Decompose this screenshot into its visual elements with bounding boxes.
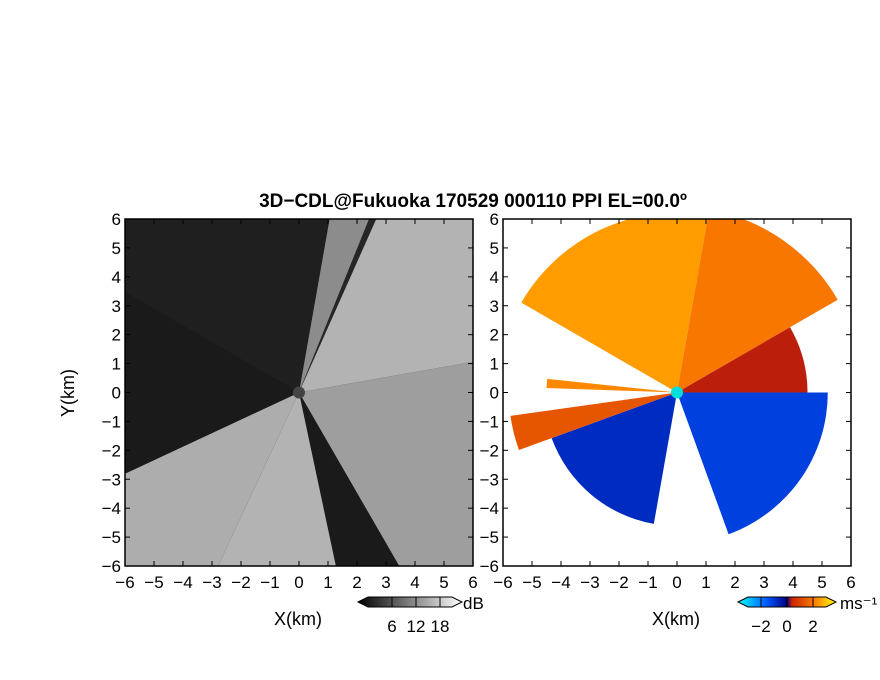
intensity-xtick-label: 0 xyxy=(294,573,303,592)
velocity-sector xyxy=(677,327,808,393)
velocity-xtick-label: −5 xyxy=(522,573,541,592)
intensity-xlabel: X(km) xyxy=(274,609,322,629)
intensity-xtick-label: −4 xyxy=(173,573,192,592)
intensity-ylabel: Y(km) xyxy=(58,369,78,417)
intensity-ytick-label: −3 xyxy=(102,470,121,489)
velocity-sector xyxy=(551,392,677,524)
intensity-sector xyxy=(299,219,370,393)
intensity-xtick-label: 2 xyxy=(352,573,361,592)
intensity-sector xyxy=(125,219,330,393)
velocity-xlabel: X(km) xyxy=(652,609,700,629)
intensity-xtick-label: 1 xyxy=(323,573,332,592)
intensity-sector xyxy=(299,219,473,393)
intensity-ytick-label: 0 xyxy=(112,384,121,403)
intensity-ytick-label: 2 xyxy=(112,326,121,345)
intensity-ytick-label: −1 xyxy=(102,412,121,431)
intensity-ytick-label: 6 xyxy=(112,210,121,229)
figure-title: 3D−CDL@Fukuoka 170529 000110 PPI EL=00.0… xyxy=(259,191,687,212)
velocity-ytick-label: 3 xyxy=(490,297,499,316)
velocity-ytick-label: −2 xyxy=(480,441,499,460)
intensity-sectors xyxy=(125,219,473,566)
velocity-xtick-label: 5 xyxy=(817,573,826,592)
velocity-xtick-label: −4 xyxy=(551,573,570,592)
velocity-sectors xyxy=(510,219,838,535)
intensity-xtick-label: 3 xyxy=(381,573,390,592)
velocity-ytick-label: −5 xyxy=(480,528,499,547)
velocity-panel: −6 −5 −4 −3 −2 −1 0 1 2 3 4 5 6 6 5 4 3 2 1 0 −1 −2 −3 −4 −5 −6 X… xyxy=(480,210,878,636)
intensity-xtick-label: −1 xyxy=(260,573,279,592)
velocity-sector xyxy=(546,378,677,393)
velocity-ytick-label: 6 xyxy=(490,210,499,229)
velocity-sector xyxy=(677,219,838,393)
velocity-ytick-label: 2 xyxy=(490,326,499,345)
velocity-xtick-label: 1 xyxy=(701,573,710,592)
intensity-sector xyxy=(299,392,400,566)
intensity-colorbar: dB 6 12 18 xyxy=(356,594,484,636)
velocity-xtick-label: −1 xyxy=(638,573,657,592)
velocity-ytick-label: −4 xyxy=(480,499,499,518)
intensity-colorbar-tick-label: 6 xyxy=(387,617,396,636)
intensity-ytick-label: −2 xyxy=(102,441,121,460)
intensity-ytick-label: −6 xyxy=(102,557,121,576)
intensity-sector xyxy=(299,361,473,566)
velocity-xtick-label: 3 xyxy=(759,573,768,592)
intensity-ytick-label: −5 xyxy=(102,528,121,547)
velocity-ytick-label: −3 xyxy=(480,470,499,489)
velocity-colorbar-tick-label: −2 xyxy=(751,617,770,636)
velocity-sector xyxy=(677,392,828,535)
velocity-ytick-label: 5 xyxy=(490,239,499,258)
intensity-ytick-label: 3 xyxy=(112,297,121,316)
intensity-ytick-label: −4 xyxy=(102,499,121,518)
lidar-origin-marker xyxy=(671,386,683,399)
velocity-colorbar: ms⁻¹ −2 0 2 xyxy=(736,594,878,636)
intensity-xtick-label: 5 xyxy=(439,573,448,592)
intensity-xtick-label: −2 xyxy=(231,573,250,592)
intensity-colorbar-tick-label: 18 xyxy=(431,617,450,636)
intensity-ytick-label: 5 xyxy=(112,239,121,258)
intensity-axes: −6 −5 −4 −3 −2 −1 0 1 2 3 4 5 6 6 5 4 3 2 1 0 −1 −2 −3 −4 −5 −6 xyxy=(102,210,478,592)
intensity-xtick-label: −3 xyxy=(202,573,221,592)
velocity-ytick-label: 1 xyxy=(490,355,499,374)
velocity-xtick-label: 2 xyxy=(730,573,739,592)
intensity-sector xyxy=(125,392,299,566)
velocity-colorbar-tick-label: 0 xyxy=(782,617,791,636)
velocity-sector xyxy=(510,392,677,451)
velocity-xtick-label: 6 xyxy=(846,573,855,592)
intensity-ytick-label: 4 xyxy=(112,268,121,287)
velocity-xtick-label: −6 xyxy=(493,573,512,592)
velocity-colorbar-unit: ms⁻¹ xyxy=(840,594,878,613)
velocity-xtick-label: −3 xyxy=(580,573,599,592)
velocity-colorbar-tick-label: 2 xyxy=(808,617,817,636)
intensity-sector xyxy=(125,292,299,474)
velocity-sector xyxy=(521,219,708,393)
intensity-xtick-label: 4 xyxy=(410,573,419,592)
velocity-xtick-label: 4 xyxy=(788,573,797,592)
intensity-sector xyxy=(218,392,336,566)
intensity-sector xyxy=(299,219,377,393)
velocity-xtick-label: 0 xyxy=(672,573,681,592)
intensity-colorbar-scale xyxy=(356,596,464,608)
velocity-xtick-label: −2 xyxy=(609,573,628,592)
intensity-xtick-label: −5 xyxy=(144,573,163,592)
lidar-origin-marker xyxy=(293,386,305,399)
velocity-ytick-label: 4 xyxy=(490,268,499,287)
velocity-ytick-label: 0 xyxy=(490,384,499,403)
intensity-colorbar-unit: dB xyxy=(463,594,484,613)
intensity-colorbar-tick-label: 12 xyxy=(407,617,426,636)
intensity-ytick-label: 1 xyxy=(112,355,121,374)
intensity-xtick-label: 6 xyxy=(468,573,477,592)
intensity-xtick-label: −6 xyxy=(115,573,134,592)
velocity-ytick-label: −6 xyxy=(480,557,499,576)
velocity-ytick-label: −1 xyxy=(480,412,499,431)
velocity-axes: −6 −5 −4 −3 −2 −1 0 1 2 3 4 5 6 6 5 4 3 2 1 0 −1 −2 −3 −4 −5 −6 xyxy=(480,210,856,592)
